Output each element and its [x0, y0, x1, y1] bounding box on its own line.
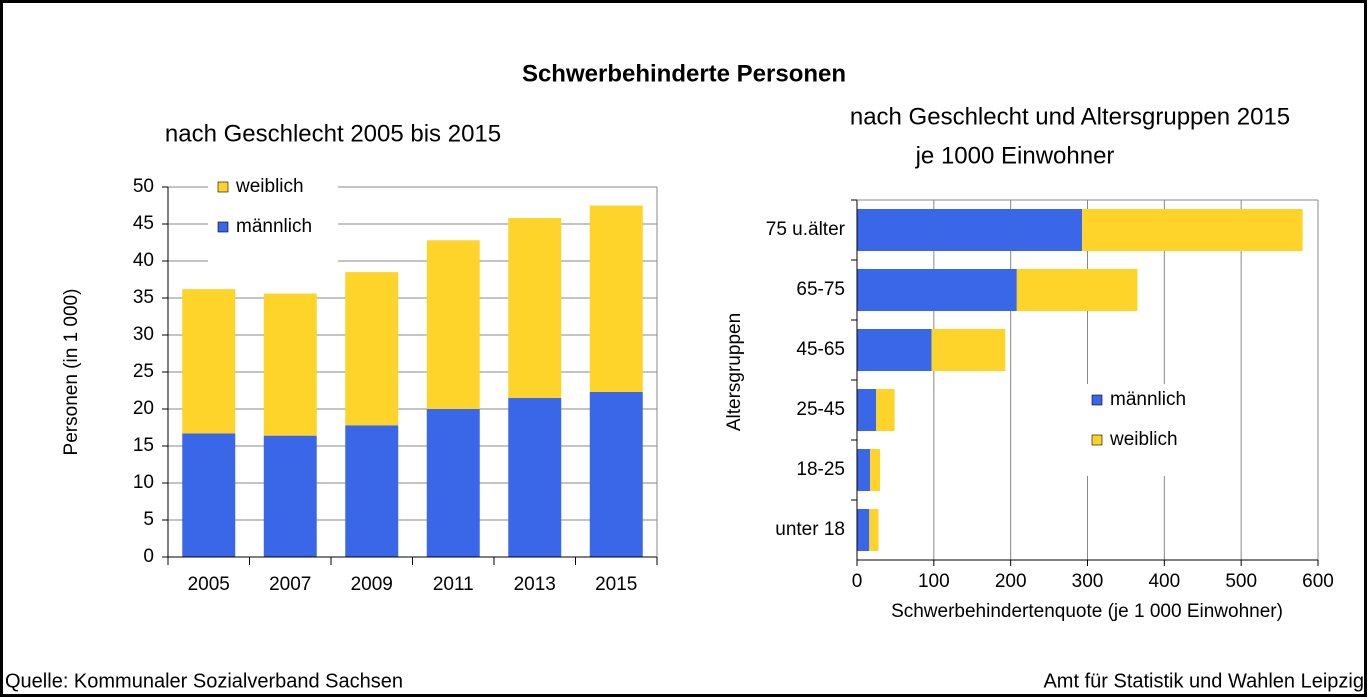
legend-swatch: [217, 221, 229, 233]
chart-title: nach Geschlecht 2005 bis 2015: [165, 120, 501, 147]
publisher: Amt für Statistik und Wahlen Leipzig: [1043, 670, 1364, 692]
chart-subtitle: je 1000 Einwohner: [915, 142, 1115, 169]
y-tick-label: unter 18: [775, 519, 845, 540]
bar: [857, 269, 1017, 311]
y-tick-label: 50: [133, 176, 154, 197]
bar: [508, 218, 562, 398]
bar: [426, 240, 480, 409]
x-axis-label: Schwerbehindertenquote (je 1 000 Einwohn…: [891, 601, 1283, 622]
x-tick-label: 2009: [351, 574, 393, 595]
bar: [263, 293, 317, 436]
bar: [182, 289, 236, 434]
legend-label: weiblich: [1109, 429, 1178, 450]
chart-title: nach Geschlecht und Altersgruppen 2015: [850, 103, 1290, 130]
y-tick-label: 30: [133, 324, 154, 345]
x-tick-label: 300: [1072, 571, 1104, 592]
legend-label: männlich: [1110, 389, 1186, 410]
y-tick-label: 15: [133, 435, 154, 456]
bar: [182, 433, 236, 557]
source: Quelle: Kommunaler Sozialverband Sachsen: [5, 670, 403, 692]
y-tick-label: 40: [133, 250, 154, 271]
legend-swatch: [217, 181, 229, 193]
x-tick-label: 500: [1225, 571, 1257, 592]
y-tick-label: 65-75: [796, 279, 845, 300]
bar: [857, 449, 871, 491]
y-tick-label: 20: [133, 398, 154, 419]
bar: [345, 272, 399, 426]
x-tick-label: 2007: [269, 574, 311, 595]
y-axis-label: Altersgruppen: [724, 313, 745, 431]
x-tick-label: 0: [852, 571, 863, 592]
bar: [508, 397, 562, 557]
x-tick-label: 400: [1148, 571, 1180, 592]
bar: [876, 389, 895, 431]
y-tick-label: 45: [133, 213, 154, 234]
bar: [931, 329, 1006, 371]
y-axis-label: Personen (in 1 000): [61, 289, 82, 456]
y-tick-label: 0: [143, 546, 154, 567]
y-tick-label: 5: [143, 509, 154, 530]
bar: [869, 509, 879, 551]
bar: [426, 409, 480, 557]
x-tick-label: 100: [918, 571, 950, 592]
bar: [857, 509, 870, 551]
bar: [857, 329, 932, 371]
y-tick-label: 25: [133, 361, 154, 382]
y-tick-label: 10: [133, 472, 154, 493]
x-tick-label: 600: [1302, 571, 1334, 592]
legend-box: [1084, 384, 1214, 476]
x-tick-label: 2013: [514, 574, 556, 595]
bar: [589, 391, 643, 557]
x-tick-label: 2015: [595, 574, 637, 595]
legend-label: männlich: [236, 216, 312, 237]
legend-label: weiblich: [235, 176, 304, 197]
bar: [1082, 209, 1303, 251]
y-tick-label: 75 u.älter: [766, 219, 846, 240]
bar: [857, 389, 877, 431]
y-tick-label: 18-25: [796, 459, 845, 480]
bar: [870, 449, 881, 491]
legend-swatch: [1091, 434, 1103, 446]
y-tick-label: 35: [133, 287, 154, 308]
x-tick-label: 200: [995, 571, 1027, 592]
legend-swatch: [1091, 394, 1103, 406]
bar: [345, 425, 399, 557]
bar: [1016, 269, 1138, 311]
legend-box: [208, 171, 338, 263]
y-tick-label: 25-45: [796, 399, 845, 420]
x-tick-label: 2005: [188, 574, 230, 595]
bar: [263, 435, 317, 557]
y-tick-label: 45-65: [796, 339, 845, 360]
bar: [589, 205, 643, 392]
page-title: Schwerbehinderte Personen: [522, 60, 846, 87]
x-tick-label: 2011: [433, 574, 474, 595]
bar: [857, 209, 1083, 251]
